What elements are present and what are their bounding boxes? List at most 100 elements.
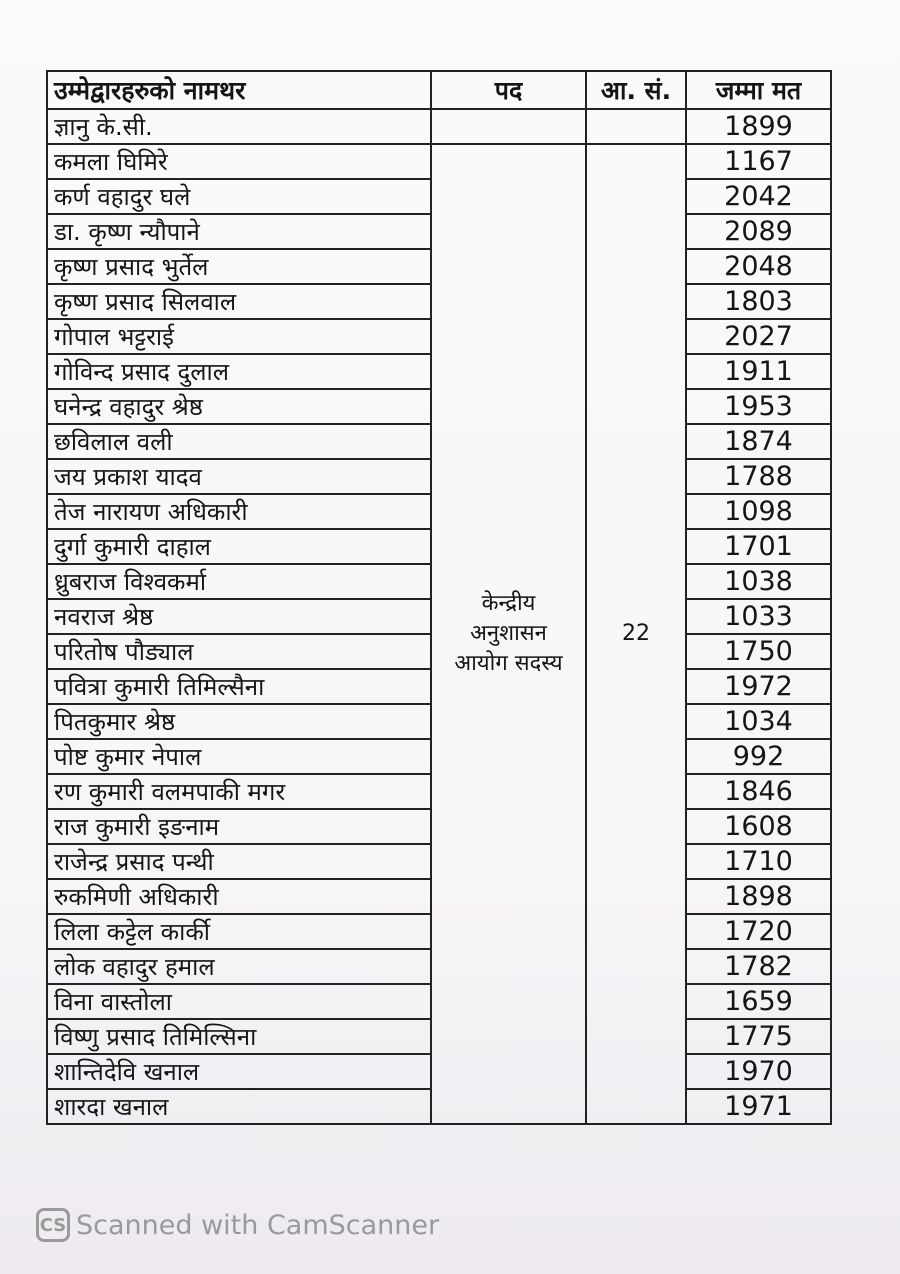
vote-count: 2048 [685,248,832,285]
vote-count: 1038 [685,563,832,600]
table-row: लोक वहादुर हमाल 1782 [46,948,832,985]
vote-count: 1701 [685,528,832,565]
vote-count: 1846 [685,773,832,810]
post-cell: केन्द्रीय अनुशासन आयोग सदस्य [430,143,587,1125]
candidate-name: जय प्रकाश यादव [46,458,432,495]
table-row: डा. कृष्ण न्यौपाने 2089 [46,213,832,250]
vote-count: 1911 [685,353,832,390]
table-row: नवराज श्रेष्ठ 1033 [46,598,832,635]
column-header: पद [430,70,587,110]
candidate-name: लिला कट्टेल कार्की [46,913,432,950]
column-header: उम्मेद्वारहरुको नामथर [46,70,432,110]
candidate-name: कर्ण वहादुर घले [46,178,432,215]
scanner-text: Scanned with CamScanner [76,1209,440,1241]
vote-count: 1167 [685,143,832,180]
vote-count: 1720 [685,913,832,950]
table-row: पोष्ट कुमार नेपाल 992 [46,738,832,775]
candidate-name: दुर्गा कुमारी दाहाल [46,528,432,565]
candidate-name: गोविन्द प्रसाद दुलाल [46,353,432,390]
candidate-name: तेज नारायण अधिकारी [46,493,432,530]
candidate-name: कृष्ण प्रसाद भुर्तेल [46,248,432,285]
column-header: जम्मा मत [685,70,832,110]
empty-cell [585,108,687,145]
table-row: रुकमिणी अधिकारी 1898 [46,878,832,915]
vote-count: 1098 [685,493,832,530]
table-row: विष्णु प्रसाद तिमिल्सिना 1775 [46,1018,832,1055]
post-line: अनुशासन [470,621,547,646]
table-row: राज कुमारी इङनाम 1608 [46,808,832,845]
candidate-name: नवराज श्रेष्ठ [46,598,432,635]
candidate-name: परितोष पौड्याल [46,633,432,670]
table-row: गोविन्द प्रसाद दुलाल 1911 [46,353,832,390]
table-row: ज्ञानु के.सी. 1899 [46,108,832,145]
vote-count: 1971 [685,1088,832,1125]
table-row: परितोष पौड्याल 1750 [46,633,832,670]
seat-number: 22 [585,143,687,1125]
table-row: लिला कट्टेल कार्की 1720 [46,913,832,950]
table-row: कर्ण वहादुर घले 2042 [46,178,832,215]
vote-count: 1608 [685,808,832,845]
table-row: कृष्ण प्रसाद भुर्तेल 2048 [46,248,832,285]
vote-count: 1775 [685,1018,832,1055]
vote-count: 1972 [685,668,832,705]
candidate-name: शारदा खनाल [46,1088,432,1125]
candidate-name: राज कुमारी इङनाम [46,808,432,845]
vote-count: 1750 [685,633,832,670]
vote-count: 1898 [685,878,832,915]
candidate-name: छविलाल वली [46,423,432,460]
scanner-watermark: CS Scanned with CamScanner [36,1208,439,1242]
table-row: शारदा खनाल 1971 [46,1088,832,1125]
vote-count: 992 [685,738,832,775]
empty-cell [430,108,587,145]
candidate-name: कमला घिमिरे [46,143,432,180]
table-row: जय प्रकाश यादव 1788 [46,458,832,495]
candidate-name: रुकमिणी अधिकारी [46,878,432,915]
candidate-name: ध्रुबराज विश्वकर्मा [46,563,432,600]
table-row: कृष्ण प्रसाद सिलवाल 1803 [46,283,832,320]
vote-count: 1659 [685,983,832,1020]
table-row: कमला घिमिरे केन्द्रीय अनुशासन आयोग सदस्य 22 1… [46,143,832,1125]
table-row: दुर्गा कुमारी दाहाल 1701 [46,528,832,565]
candidate-name: राजेन्द्र प्रसाद पन्थी [46,843,432,880]
vote-count: 1970 [685,1053,832,1090]
candidate-name: पितकुमार श्रेष्ठ [46,703,432,740]
post-line: केन्द्रीय [481,591,536,616]
candidate-name: शान्तिदेवि खनाल [46,1053,432,1090]
table-row: विना वास्तोला 1659 [46,983,832,1020]
post-line: आयोग सदस्य [454,651,563,676]
table-row: तेज नारायण अधिकारी 1098 [46,493,832,530]
table-row: शान्तिदेवि खनाल 1970 [46,1053,832,1090]
candidate-name: पवित्रा कुमारी तिमिल्सैना [46,668,432,705]
table-row: छविलाल वली 1874 [46,423,832,460]
vote-count: 1782 [685,948,832,985]
table-row: पितकुमार श्रेष्ठ 1034 [46,703,832,740]
column-header: आ. सं. [585,70,687,110]
results-table: उम्मेद्वारहरुको नामथर पद आ. सं. जम्मा मत… [46,70,832,1125]
vote-count: 1803 [685,283,832,320]
candidate-name: घनेन्द्र वहादुर श्रेष्ठ [46,388,432,425]
vote-count: 1033 [685,598,832,635]
candidate-name: विष्णु प्रसाद तिमिल्सिना [46,1018,432,1055]
table-row: राजेन्द्र प्रसाद पन्थी 1710 [46,843,832,880]
candidate-name: रण कुमारी वलमपाकी मगर [46,773,432,810]
vote-count: 2089 [685,213,832,250]
candidate-name: ज्ञानु के.सी. [46,108,432,145]
candidate-name: कृष्ण प्रसाद सिलवाल [46,283,432,320]
vote-count: 1874 [685,423,832,460]
vote-count: 1788 [685,458,832,495]
candidate-name: पोष्ट कुमार नेपाल [46,738,432,775]
vote-count: 1710 [685,843,832,880]
candidate-name: गोपाल भट्टराई [46,318,432,355]
candidate-name: विना वास्तोला [46,983,432,1020]
vote-count: 2042 [685,178,832,215]
table-row: घनेन्द्र वहादुर श्रेष्ठ 1953 [46,388,832,425]
vote-count: 1899 [685,108,832,145]
scanner-logo: CS [36,1208,70,1242]
table-row: पवित्रा कुमारी तिमिल्सैना 1972 [46,668,832,705]
header-row: उम्मेद्वारहरुको नामथर पद आ. सं. जम्मा मत [46,70,832,110]
vote-count: 1953 [685,388,832,425]
table-head: उम्मेद्वारहरुको नामथर पद आ. सं. जम्मा मत [46,70,832,110]
candidate-name: लोक वहादुर हमाल [46,948,432,985]
